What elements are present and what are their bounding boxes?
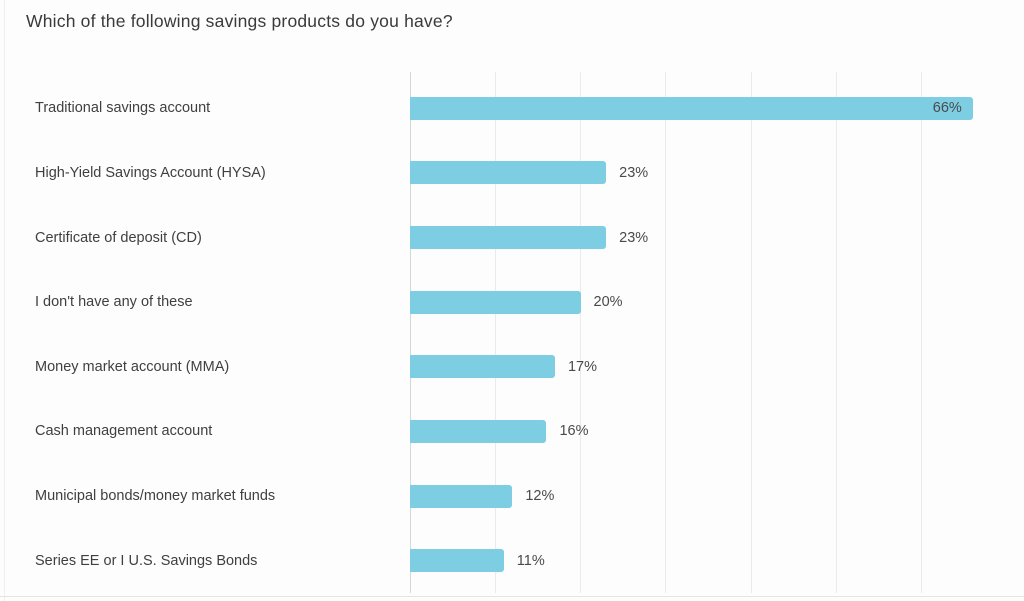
bottom-divider (0, 596, 1024, 597)
value-label: 17% (567, 358, 597, 375)
gridline (835, 72, 837, 593)
category-label: I don't have any of these (35, 294, 193, 311)
gridline (920, 72, 922, 593)
bar (410, 226, 607, 250)
value-label: 23% (619, 229, 649, 246)
bar (410, 419, 547, 443)
chart-rows: Traditional savings account 66% High-Yield… (0, 76, 1024, 593)
bar-track: 11% (410, 549, 1024, 573)
bar-track: 16% (410, 419, 1024, 443)
value-label: 23% (619, 164, 649, 181)
gridline (580, 72, 582, 593)
bar: 66% (410, 96, 973, 120)
bar (410, 290, 581, 314)
value-label: 12% (525, 488, 555, 505)
chart-row: Traditional savings account 66% (0, 76, 1024, 141)
chart-row: I don't have any of these 20% (0, 270, 1024, 335)
category-label: High-Yield Savings Account (HYSA) (35, 164, 266, 181)
chart-row: Certificate of deposit (CD) 23% (0, 205, 1024, 270)
plot-gridlines (410, 72, 1023, 593)
category-label: Cash management account (35, 423, 213, 440)
category-label: Certificate of deposit (CD) (35, 229, 202, 246)
chart-row: Municipal bonds/money market funds 12% (0, 464, 1024, 529)
chart-row: Money market account (MMA) 17% (0, 335, 1024, 400)
value-label: 66% (932, 100, 962, 117)
bar-track: 20% (410, 290, 1024, 314)
category-label: Money market account (MMA) (35, 358, 230, 375)
value-label: 20% (593, 294, 623, 311)
chart-row: Cash management account 16% (0, 399, 1024, 464)
gridline (665, 72, 667, 593)
bar-track: 66% (410, 96, 1024, 120)
chart-row: High-Yield Savings Account (HYSA) 23% (0, 141, 1024, 206)
category-label: Series EE or I U.S. Savings Bonds (35, 552, 258, 569)
chart-row: Series EE or I U.S. Savings Bonds 11% (0, 528, 1024, 593)
value-label: 11% (516, 552, 545, 569)
category-label: Municipal bonds/money market funds (35, 488, 276, 505)
bar (410, 484, 513, 508)
gridline (750, 72, 752, 593)
bar-track: 23% (410, 226, 1024, 250)
chart-title: Which of the following savings products … (26, 11, 453, 31)
bar-track: 23% (410, 161, 1024, 185)
value-label: 16% (559, 423, 589, 440)
bar-track: 12% (410, 484, 1024, 508)
left-edge-divider (4, 0, 5, 601)
bar (410, 161, 607, 185)
bar (410, 549, 504, 573)
bar-track: 17% (410, 355, 1024, 379)
y-axis-line (410, 72, 411, 593)
gridline (495, 72, 497, 593)
bar (410, 355, 555, 379)
category-label: Traditional savings account (35, 100, 211, 117)
